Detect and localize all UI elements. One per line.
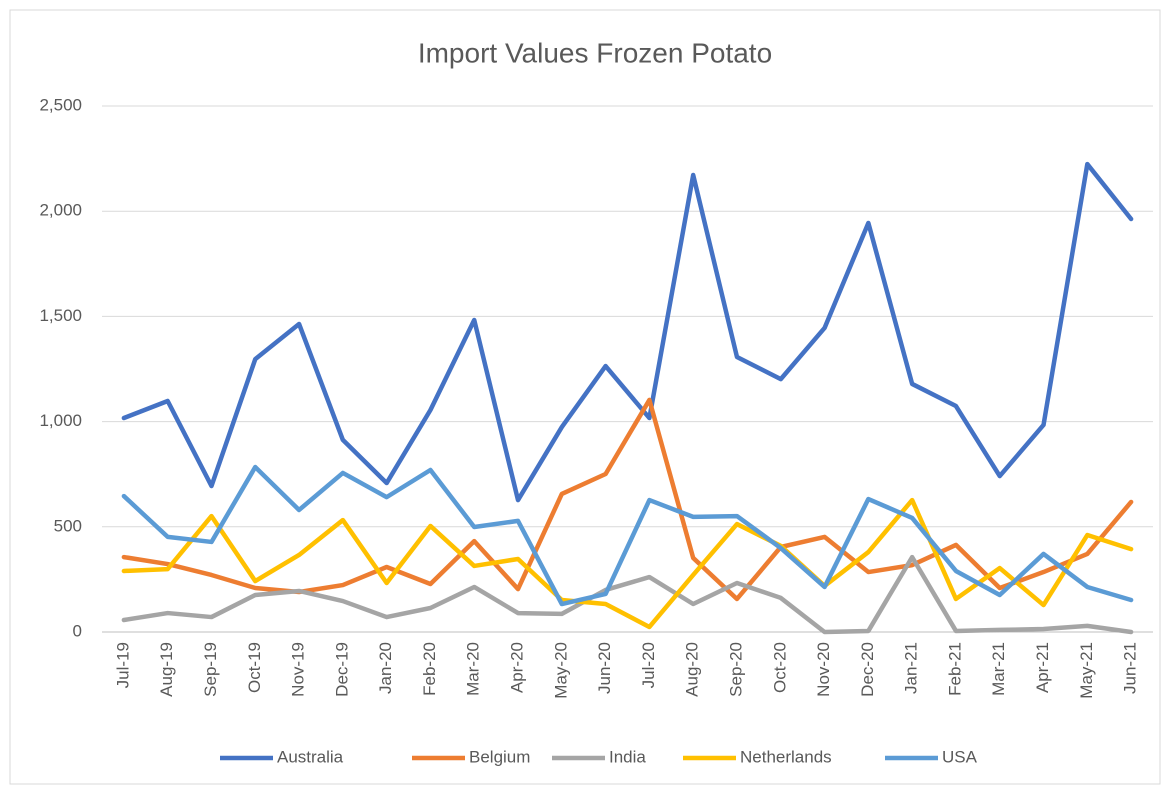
x-tick-label: Jul-19 [113, 642, 132, 688]
series-line [121, 497, 1134, 630]
chart-title: Import Values Frozen Potato [418, 37, 772, 68]
x-tick-label: Jan-20 [376, 642, 395, 694]
x-tick-label: Jun-21 [1121, 642, 1140, 694]
x-tick-label: Aug-20 [683, 642, 702, 697]
legend-label: USA [942, 747, 978, 766]
x-tick-label: Jul-20 [639, 642, 658, 688]
x-tick-label: Sep-20 [726, 642, 745, 697]
x-tick-label: Feb-21 [945, 642, 964, 696]
x-tick-label: Oct-20 [770, 642, 789, 693]
x-tick-label: Apr-20 [508, 642, 527, 693]
x-tick-label: Dec-19 [332, 642, 351, 697]
x-tick-label: Aug-19 [157, 642, 176, 697]
x-tick-label: Dec-20 [858, 642, 877, 697]
legend-label: Netherlands [740, 747, 832, 766]
x-tick-label: Sep-19 [201, 642, 220, 697]
y-tick-label: 0 [73, 621, 82, 640]
x-tick-label: Nov-19 [289, 642, 308, 697]
x-tick-label: Jun-20 [595, 642, 614, 694]
x-tick-label: Apr-21 [1033, 642, 1052, 693]
x-tick-label: May-20 [551, 642, 570, 699]
x-tick-label: Feb-20 [420, 642, 439, 696]
x-tick-label: Jan-21 [902, 642, 921, 694]
legend-label: Australia [277, 747, 344, 766]
x-tick-label: May-21 [1077, 642, 1096, 699]
y-tick-label: 2,000 [39, 201, 82, 220]
y-tick-label: 500 [54, 516, 82, 535]
x-tick-label: Mar-21 [989, 642, 1008, 696]
legend-label: India [609, 747, 646, 766]
x-tick-label: Nov-20 [814, 642, 833, 697]
series-line [121, 464, 1134, 607]
series-line [121, 554, 1134, 635]
x-tick-label: Oct-19 [245, 642, 264, 693]
y-tick-label: 2,500 [39, 95, 82, 114]
y-tick-label: 1,500 [39, 306, 82, 325]
x-tick-label: Mar-20 [464, 642, 483, 696]
y-tick-label: 1,000 [39, 411, 82, 430]
legend-label: Belgium [469, 747, 530, 766]
series-line [121, 161, 1134, 503]
